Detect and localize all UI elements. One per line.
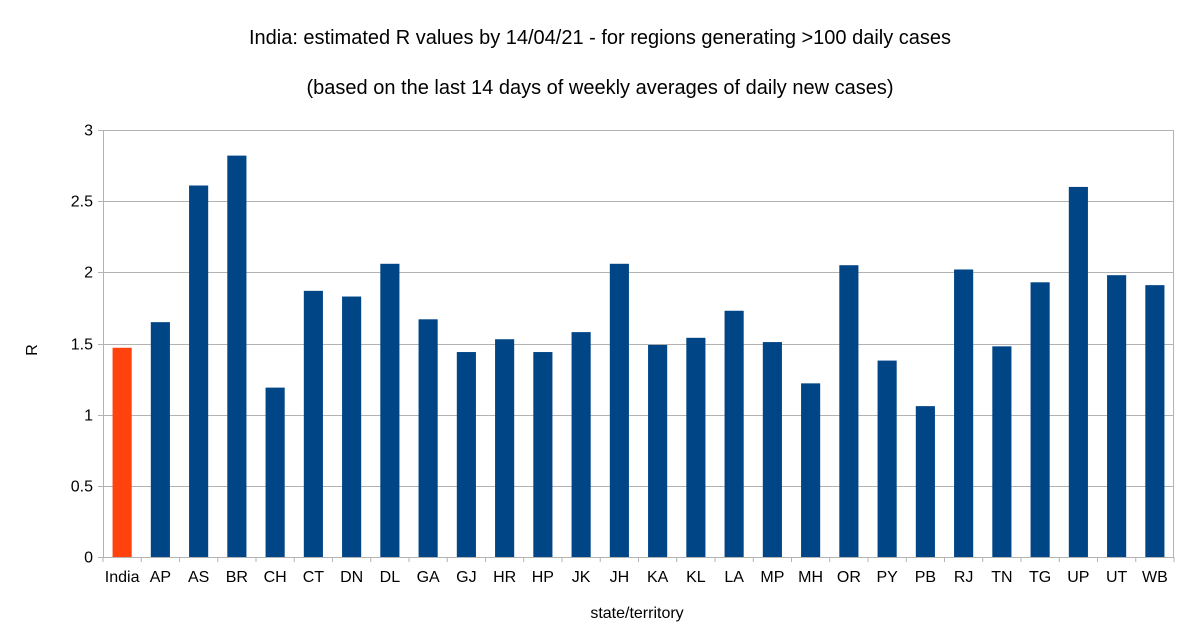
bar-dn	[342, 296, 362, 557]
x-tick-label: DN	[340, 569, 363, 586]
x-tick-label: GJ	[456, 569, 476, 586]
y-tick-label: 2	[84, 265, 93, 282]
bar-mp	[762, 342, 782, 557]
bar-gj	[456, 352, 476, 557]
x-tick-label: TN	[991, 569, 1012, 586]
bar-br	[227, 155, 247, 557]
bar-ut	[1107, 275, 1127, 557]
x-tick-label: HR	[493, 569, 516, 586]
x-tick-label: CH	[264, 569, 287, 586]
bar-hr	[495, 339, 515, 557]
x-tick-label: KA	[647, 569, 669, 586]
bar-jh	[609, 263, 629, 557]
x-tick-label: TG	[1029, 569, 1051, 586]
bar-ct	[303, 290, 323, 557]
y-tick-label: 1	[84, 408, 93, 425]
bar-hp	[533, 352, 553, 557]
bar-kl	[686, 337, 706, 557]
x-tick-label: MH	[798, 569, 823, 586]
bar-pb	[915, 406, 935, 557]
x-tick-label: DL	[380, 569, 401, 586]
x-tick-label: RJ	[954, 569, 974, 586]
bar-dl	[380, 263, 400, 557]
x-tick-label: PB	[915, 569, 936, 586]
y-tick-label: 0	[84, 550, 93, 567]
bar-rj	[954, 269, 974, 557]
bar-as	[189, 185, 209, 557]
bar-py	[877, 360, 897, 557]
bar-mh	[801, 383, 821, 557]
x-tick-label: LA	[724, 569, 744, 586]
x-tick-label: UT	[1106, 569, 1128, 586]
x-tick-label: AS	[188, 569, 209, 586]
bar-up	[1068, 186, 1088, 557]
x-tick-label: JK	[572, 569, 591, 586]
x-tick-label: KL	[686, 569, 706, 586]
bar-ga	[418, 319, 438, 557]
x-tick-label: PY	[876, 569, 898, 586]
bar-tg	[1030, 282, 1050, 557]
bar-or	[839, 265, 859, 557]
x-tick-label: GA	[417, 569, 440, 586]
gridlines	[98, 130, 1175, 562]
x-tick-label: HP	[532, 569, 554, 586]
y-tick-label: 1.5	[71, 337, 93, 354]
y-tick-label: 0.5	[71, 479, 93, 496]
y-axis-ticks: 0 0.5 1 1.5 2 2.5 3	[71, 123, 93, 567]
bar-ap	[150, 322, 170, 557]
x-tick-label: JH	[610, 569, 630, 586]
chart-subtitle: (based on the last 14 days of weekly ave…	[307, 77, 894, 99]
bar-wb	[1145, 285, 1165, 557]
x-tick-label: OR	[837, 569, 861, 586]
y-axis-label: R	[24, 344, 41, 356]
x-tick-label: AP	[150, 569, 171, 586]
x-tick-label: CT	[303, 569, 325, 586]
y-tick-label: 3	[84, 123, 93, 140]
x-tick-label: BR	[226, 569, 248, 586]
bar-tn	[992, 346, 1012, 557]
bar-jk	[571, 332, 591, 557]
x-tick-label: UP	[1067, 569, 1089, 586]
bar-la	[724, 310, 744, 557]
y-tick-label: 2.5	[71, 194, 93, 211]
chart-title: India: estimated R values by 14/04/21 - …	[249, 27, 951, 49]
x-axis-label: state/territory	[590, 605, 683, 622]
bar-india	[112, 347, 132, 557]
x-tick-label: MP	[760, 569, 784, 586]
bar-ka	[648, 344, 668, 557]
bars	[112, 155, 1165, 557]
x-axis-ticks: India AP AS BR CH CT DN DL GA GJ HR HP JK JH KA KL LA MP M…	[105, 569, 1168, 586]
x-tick-label: WB	[1142, 569, 1168, 586]
x-tick-label: India	[105, 569, 140, 586]
bar-ch	[265, 387, 285, 557]
